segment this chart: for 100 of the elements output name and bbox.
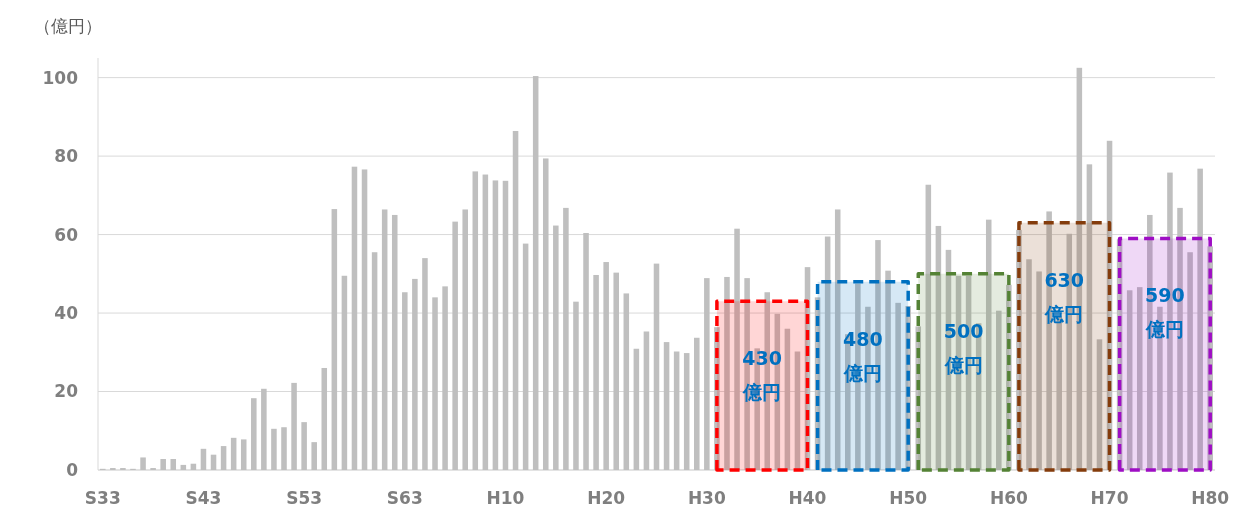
bar [271, 428, 277, 470]
x-tick-label: S43 [185, 488, 222, 508]
bar [532, 76, 539, 470]
bar [633, 348, 640, 470]
bar [583, 233, 589, 470]
x-tick-label: H20 [587, 488, 626, 508]
bar [1006, 284, 1012, 470]
bar [452, 221, 458, 470]
bar [935, 225, 942, 470]
x-tick-label: H50 [889, 488, 928, 508]
x-tick-label: S53 [286, 488, 323, 508]
bar [714, 327, 720, 470]
bar [512, 130, 519, 470]
bar [694, 337, 700, 470]
bar [593, 274, 599, 470]
bar [915, 326, 922, 470]
x-tick-label: S63 [386, 488, 423, 508]
bar [170, 459, 177, 470]
series-label: 500億円 [943, 319, 984, 376]
bar [1207, 246, 1213, 470]
bar [432, 297, 438, 470]
bar [784, 328, 791, 470]
y-tick-label: 80 [54, 146, 79, 167]
bar [391, 214, 398, 470]
bar [402, 292, 408, 470]
bar [1086, 164, 1093, 470]
bar [1126, 290, 1133, 470]
y-tick-label: 20 [54, 381, 79, 402]
bar [220, 446, 227, 470]
bar [251, 398, 257, 470]
bar [361, 169, 368, 470]
bar [1187, 252, 1193, 470]
y-tick-label: 40 [54, 303, 79, 323]
bar [814, 297, 821, 470]
bar [301, 422, 307, 470]
bar [623, 293, 630, 470]
bar [1106, 140, 1113, 470]
bar [704, 278, 710, 470]
bar [834, 209, 841, 470]
bar [1026, 259, 1032, 470]
bar [673, 351, 680, 470]
bar [563, 207, 569, 470]
bar [985, 219, 992, 470]
bar [734, 228, 740, 470]
bar [542, 158, 549, 470]
x-tick-label: S33 [84, 488, 121, 508]
bar [230, 437, 237, 470]
bar [653, 263, 660, 470]
x-tick-label: H60 [989, 488, 1028, 508]
bar [331, 209, 338, 470]
bar [1016, 229, 1022, 470]
bar [311, 442, 317, 470]
y-axis-title: （億円） [34, 16, 102, 36]
bar [683, 353, 690, 470]
bar [603, 262, 609, 470]
x-tick-label: H40 [788, 488, 827, 508]
bar [462, 209, 468, 470]
x-tick-label: H10 [486, 488, 525, 508]
bar [1197, 168, 1203, 470]
bar [804, 267, 811, 470]
bar [351, 166, 358, 470]
bar [200, 448, 207, 470]
bar [522, 243, 529, 470]
bar [261, 388, 267, 470]
bar [643, 331, 650, 470]
bar [573, 301, 579, 470]
bar [895, 302, 901, 470]
bar [281, 427, 287, 470]
bar [321, 367, 328, 470]
bar [1096, 339, 1103, 470]
bar [371, 252, 378, 470]
bar [160, 459, 166, 470]
y-tick-label: 100 [42, 67, 79, 88]
series-label: 480億円 [842, 327, 883, 384]
bar [1116, 239, 1123, 470]
bar [553, 225, 559, 470]
x-tick-label: H30 [687, 488, 726, 508]
x-tick-label: H70 [1090, 488, 1129, 508]
bar [381, 209, 388, 470]
bar [905, 305, 911, 470]
bar [422, 258, 428, 470]
bar [613, 272, 619, 470]
series-label: 630億円 [1044, 268, 1085, 325]
bar [502, 180, 509, 470]
bar [472, 171, 479, 470]
bar [885, 270, 891, 470]
series-label: 430億円 [742, 347, 783, 404]
bar [140, 457, 146, 470]
series-label: 590億円 [1144, 284, 1185, 341]
bar [824, 236, 831, 470]
bar [925, 184, 932, 470]
bar [341, 275, 348, 470]
bar [663, 342, 670, 470]
bar [1136, 287, 1143, 470]
bar [724, 276, 730, 470]
y-tick-label: 0 [66, 459, 79, 480]
bar [442, 286, 448, 470]
x-tick-label: H80 [1191, 488, 1230, 508]
bar [1036, 271, 1042, 470]
bar [794, 351, 801, 470]
